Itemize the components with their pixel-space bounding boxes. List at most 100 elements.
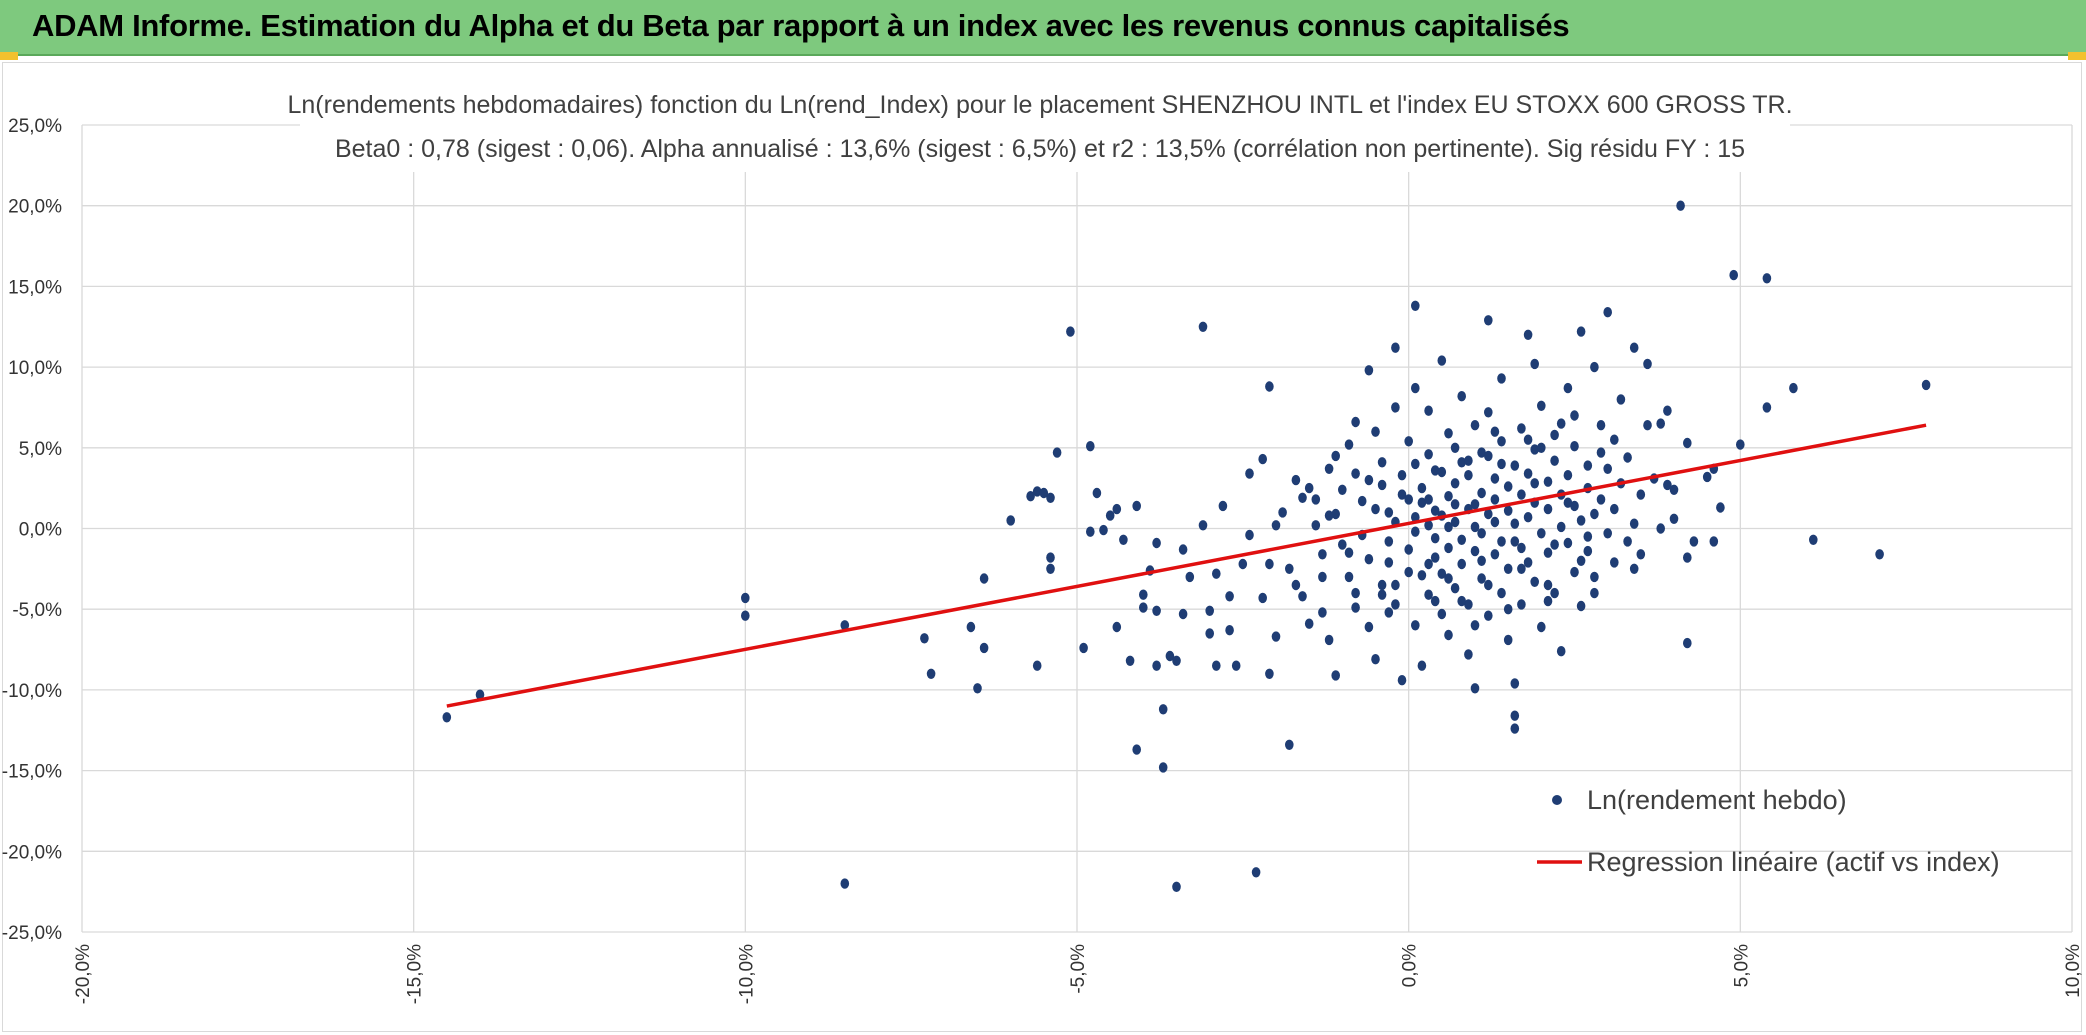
- scatter-point: [1026, 491, 1035, 502]
- scatter-point: [1656, 418, 1665, 429]
- scatter-point: [1709, 536, 1719, 547]
- scatter-point: [1570, 566, 1579, 578]
- scatter-point: [1404, 436, 1413, 447]
- scatter-point: [1762, 402, 1772, 413]
- scatter-point: [1590, 587, 1599, 599]
- scatter-point: [1331, 508, 1340, 520]
- scatter-point: [1596, 420, 1606, 431]
- scatter-point: [1636, 489, 1646, 500]
- scatter-point: [1039, 487, 1049, 499]
- scatter-point: [1318, 607, 1327, 618]
- scatter-point: [1517, 599, 1526, 610]
- x-tick-label: -20,0%: [73, 944, 94, 1004]
- scatter-point: [1629, 563, 1639, 574]
- scatter-point: [1477, 528, 1486, 539]
- scatter-point: [1656, 523, 1665, 534]
- scatter-point: [1523, 512, 1533, 523]
- scatter-point: [1669, 484, 1679, 495]
- scatter-point: [1603, 307, 1612, 318]
- scatter-point: [1430, 465, 1440, 476]
- scatter-point: [1570, 410, 1579, 421]
- scatter-point: [1351, 468, 1360, 479]
- scatter-point: [1205, 628, 1214, 639]
- scatter-point: [1377, 589, 1387, 600]
- scatter-point: [1152, 537, 1161, 549]
- scatter-point: [1616, 394, 1626, 405]
- scatter-point: [1265, 668, 1274, 679]
- scatter-point: [1477, 573, 1486, 584]
- scatter-point: [1152, 605, 1161, 616]
- scatter-point: [1716, 502, 1725, 513]
- scatter-point: [1550, 539, 1559, 550]
- scatter-point: [1158, 704, 1168, 715]
- y-tick-label: 15,0%: [8, 277, 62, 298]
- legend: Ln(rendement hebdo) Regression linéaire …: [1537, 785, 2000, 877]
- scatter-point: [1430, 552, 1440, 563]
- scatter-point: [1265, 558, 1274, 570]
- scatter-point: [1550, 429, 1559, 441]
- scatter-point: [1404, 544, 1413, 555]
- scatter-point: [1563, 382, 1573, 394]
- scatter-point: [1543, 476, 1553, 487]
- scatter-point: [1503, 563, 1513, 574]
- x-tick-label: 10,0%: [2063, 944, 2084, 998]
- scatter-point: [1397, 675, 1407, 686]
- scatter-point: [926, 668, 936, 679]
- scatter-point: [1324, 510, 1334, 521]
- scatter-point: [1371, 426, 1380, 437]
- scatter-point: [1066, 326, 1075, 337]
- scatter-point: [1596, 494, 1606, 505]
- scatter-point: [1470, 521, 1480, 533]
- scatter-point: [1178, 608, 1188, 620]
- scatter-point: [1424, 449, 1433, 460]
- scatter-point: [1298, 492, 1307, 503]
- scatter-point: [1006, 515, 1015, 526]
- scatter-point: [1351, 587, 1360, 599]
- scatter-point: [1344, 547, 1354, 558]
- scatter-point: [1404, 566, 1413, 578]
- scatter-point: [1271, 631, 1281, 642]
- scatter-point: [1510, 518, 1520, 529]
- scatter-point: [1324, 463, 1334, 474]
- scatter-point: [1397, 489, 1407, 500]
- scatter-point: [1132, 744, 1141, 755]
- x-tick-label: -5,0%: [1068, 944, 1089, 994]
- scatter-point: [1497, 536, 1506, 547]
- scatter-point: [1404, 494, 1413, 505]
- corner-marker-left: [0, 52, 18, 60]
- scatter-point: [1702, 471, 1712, 483]
- scatter-point: [1510, 723, 1520, 734]
- scatter-point: [1079, 642, 1088, 654]
- scatter-point: [1523, 468, 1533, 479]
- scatter-point: [741, 592, 750, 604]
- scatter-point: [1530, 358, 1539, 370]
- scatter-point: [1550, 455, 1559, 466]
- scatter-point: [1377, 479, 1387, 491]
- scatter-point: [1424, 589, 1433, 600]
- scatter-point: [1556, 646, 1566, 657]
- scatter-point: [1809, 534, 1818, 545]
- scatter-point: [1212, 660, 1221, 671]
- scatter-point: [1198, 321, 1208, 332]
- scatter-point: [1629, 518, 1639, 529]
- scatter-point: [1444, 491, 1453, 502]
- scatter-point: [1490, 473, 1500, 484]
- scatter-point: [1484, 610, 1493, 621]
- scatter-point: [1689, 536, 1699, 547]
- scatter-point: [1477, 447, 1486, 458]
- scatter-point: [973, 683, 982, 694]
- scatter-point: [741, 610, 750, 621]
- scatter-point: [1178, 544, 1188, 555]
- scatter-point: [1464, 649, 1473, 660]
- scatter-point: [1364, 474, 1374, 486]
- scatter-point: [1543, 579, 1553, 591]
- scatter-point: [920, 633, 929, 644]
- scatter-point: [1291, 474, 1301, 486]
- scatter-point: [1032, 660, 1042, 671]
- header-banner: ADAM Informe. Estimation du Alpha et du …: [0, 0, 2086, 56]
- scatter-point: [1543, 503, 1553, 515]
- scatter-point: [1444, 521, 1453, 533]
- scatter-point: [1152, 660, 1161, 671]
- y-tick-label: 0,0%: [19, 520, 62, 541]
- scatter-point: [1172, 881, 1181, 892]
